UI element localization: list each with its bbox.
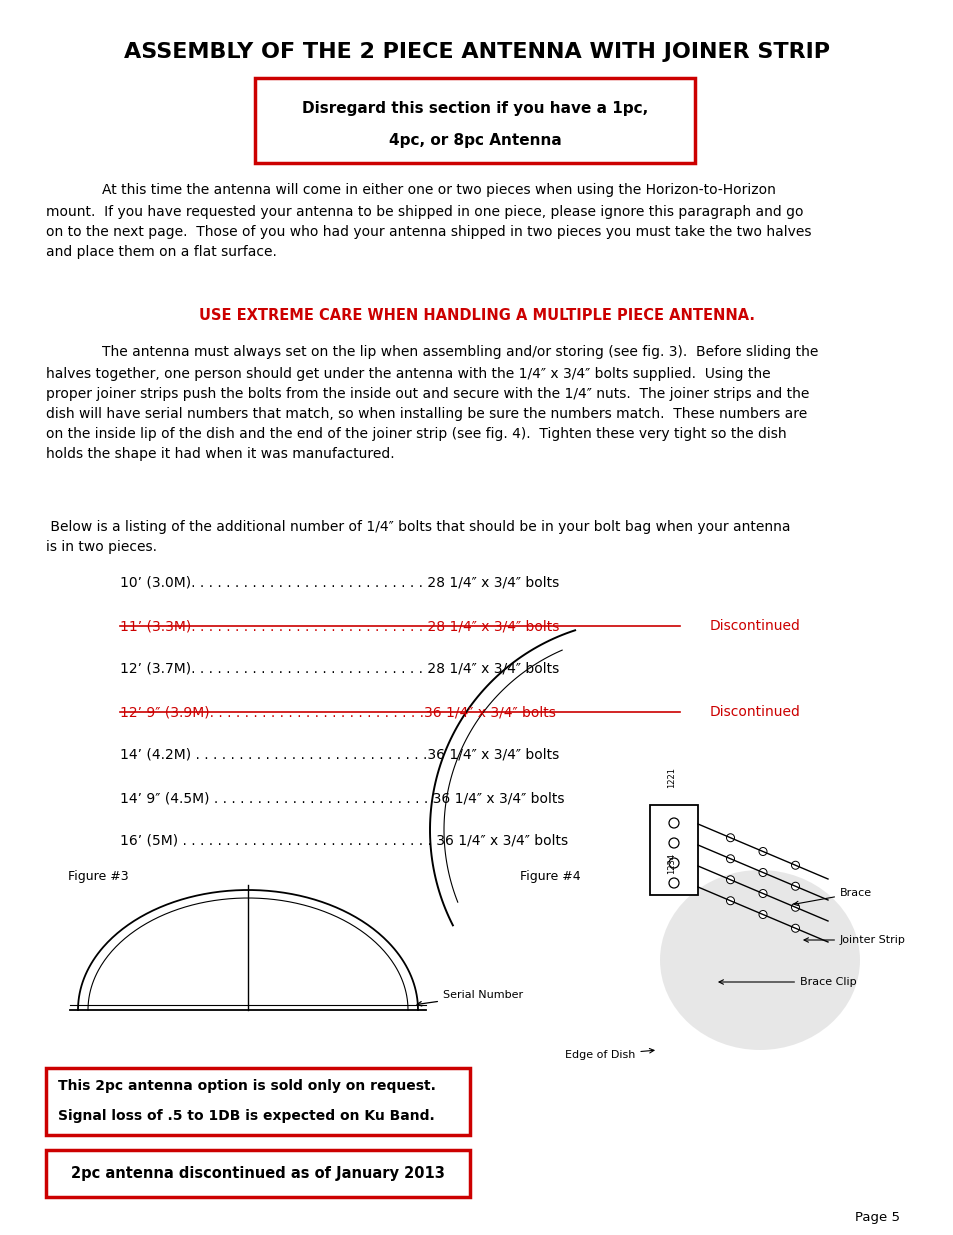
Circle shape	[668, 839, 679, 848]
Text: 4pc, or 8pc Antenna: 4pc, or 8pc Antenna	[388, 132, 560, 147]
Text: USE EXTREME CARE WHEN HANDLING A MULTIPLE PIECE ANTENNA.: USE EXTREME CARE WHEN HANDLING A MULTIPL…	[199, 308, 754, 322]
Text: Figure #3: Figure #3	[68, 869, 129, 883]
Text: Page 5: Page 5	[854, 1210, 899, 1224]
Text: mount.  If you have requested your antenna to be shipped in one piece, please ig: mount. If you have requested your antenn…	[46, 205, 811, 259]
Circle shape	[791, 903, 799, 911]
Text: Below is a listing of the additional number of 1/4″ bolts that should be in your: Below is a listing of the additional num…	[46, 520, 790, 555]
Text: 14’ (4.2M) . . . . . . . . . . . . . . . . . . . . . . . . . . .36 1/4″ x 3/4″ b: 14’ (4.2M) . . . . . . . . . . . . . . .…	[120, 748, 558, 762]
Bar	[254, 78, 695, 163]
Circle shape	[726, 855, 734, 863]
Circle shape	[759, 868, 766, 877]
Text: Figure #4: Figure #4	[519, 869, 580, 883]
Ellipse shape	[659, 869, 859, 1050]
Text: 1221: 1221	[667, 767, 676, 788]
Bar	[46, 1150, 470, 1197]
Circle shape	[791, 924, 799, 932]
Text: Brace Clip: Brace Clip	[719, 977, 856, 987]
Text: 11’ (3.3M). . . . . . . . . . . . . . . . . . . . . . . . . . . 28 1/4″ x 3/4″ b: 11’ (3.3M). . . . . . . . . . . . . . . …	[120, 619, 558, 634]
Text: ASSEMBLY OF THE 2 PIECE ANTENNA WITH JOINER STRIP: ASSEMBLY OF THE 2 PIECE ANTENNA WITH JOI…	[124, 42, 829, 62]
Circle shape	[668, 878, 679, 888]
Circle shape	[791, 882, 799, 890]
Text: Discontinued: Discontinued	[709, 619, 800, 634]
Text: Disregard this section if you have a 1pc,: Disregard this section if you have a 1pc…	[301, 100, 647, 116]
Text: 12’ (3.7M). . . . . . . . . . . . . . . . . . . . . . . . . . . 28 1/4″ x 3/4″ b: 12’ (3.7M). . . . . . . . . . . . . . . …	[120, 662, 558, 676]
Text: Jointer Strip: Jointer Strip	[803, 935, 905, 945]
Text: 12’ 9″ (3.9M). . . . . . . . . . . . . . . . . . . . . . . . .36 1/4″ x 3/4″ bol: 12’ 9″ (3.9M). . . . . . . . . . . . . .…	[120, 705, 556, 719]
Text: Serial Number: Serial Number	[416, 990, 522, 1007]
Text: Discontinued: Discontinued	[709, 705, 800, 719]
Text: 14’ 9″ (4.5M) . . . . . . . . . . . . . . . . . . . . . . . . . 36 1/4″ x 3/4″ b: 14’ 9″ (4.5M) . . . . . . . . . . . . . …	[120, 790, 564, 805]
Circle shape	[791, 861, 799, 869]
Circle shape	[668, 818, 679, 827]
Text: 1234: 1234	[667, 853, 676, 874]
Circle shape	[726, 897, 734, 905]
Text: Edge of Dish: Edge of Dish	[564, 1049, 654, 1060]
Circle shape	[759, 910, 766, 919]
Text: This 2pc antenna option is sold only on request.: This 2pc antenna option is sold only on …	[58, 1079, 436, 1093]
Circle shape	[726, 876, 734, 884]
Circle shape	[668, 858, 679, 868]
Text: halves together, one person should get under the antenna with the 1/4″ x 3/4″ bo: halves together, one person should get u…	[46, 367, 808, 461]
Circle shape	[759, 889, 766, 898]
Text: The antenna must always set on the lip when assembling and/or storing (see fig. : The antenna must always set on the lip w…	[67, 345, 818, 359]
Circle shape	[726, 834, 734, 842]
Circle shape	[759, 847, 766, 856]
Bar	[46, 1068, 470, 1135]
Bar	[649, 805, 698, 895]
Text: At this time the antenna will come in either one or two pieces when using the Ho: At this time the antenna will come in ei…	[67, 183, 775, 198]
Text: Signal loss of .5 to 1DB is expected on Ku Band.: Signal loss of .5 to 1DB is expected on …	[58, 1109, 435, 1123]
Text: Brace: Brace	[793, 888, 871, 905]
Text: 10’ (3.0M). . . . . . . . . . . . . . . . . . . . . . . . . . . 28 1/4″ x 3/4″ b: 10’ (3.0M). . . . . . . . . . . . . . . …	[120, 576, 558, 590]
Text: 2pc antenna discontinued as of January 2013: 2pc antenna discontinued as of January 2…	[71, 1166, 444, 1181]
Text: 16’ (5M) . . . . . . . . . . . . . . . . . . . . . . . . . . . . . 36 1/4″ x 3/4: 16’ (5M) . . . . . . . . . . . . . . . .…	[120, 834, 568, 848]
